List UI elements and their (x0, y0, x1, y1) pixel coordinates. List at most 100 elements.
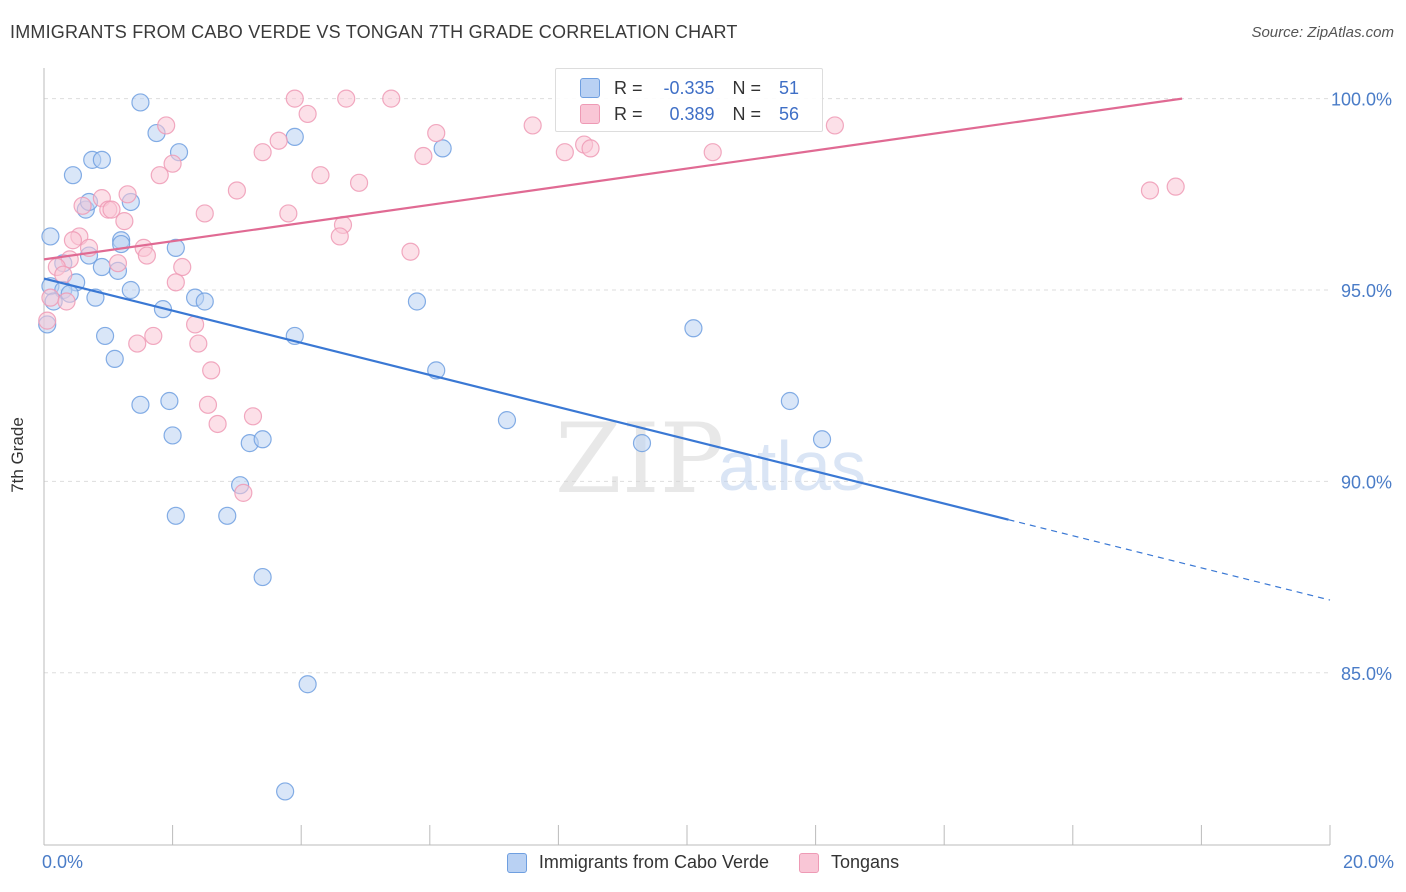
cabo-verde-legend-swatch (506, 852, 527, 873)
stats-row-tongans: R = 0.389 N = 56 (580, 102, 799, 126)
r-label: R = (614, 77, 643, 98)
legend-label-cabo-verde: Immigrants from Cabo Verde (538, 852, 770, 872)
cabo-verde-point (433, 139, 452, 158)
x-tick-label-max: 20.0% (1342, 852, 1394, 872)
tongan-point (173, 257, 192, 277)
tongan-point (41, 288, 60, 307)
tongan-point (166, 273, 185, 292)
cabo-verde-point (276, 782, 295, 801)
stats-row-cabo-verde: R = -0.335 N = 51 (580, 76, 799, 100)
cabo-verde-point (63, 166, 83, 185)
cabo-verde-point (121, 280, 140, 300)
cabo-verde-point (253, 430, 272, 449)
tongan-point (118, 185, 137, 204)
tongan-point (555, 143, 574, 162)
tongan-point (269, 131, 288, 150)
tongan-point (311, 166, 330, 185)
cabo-verde-point (632, 434, 652, 453)
r-value-cabo-verde: -0.335 (663, 77, 715, 98)
cabo-verde-trendline (43, 277, 1009, 521)
n-label: N = (732, 77, 762, 98)
cabo-verde-point (131, 395, 150, 414)
cabo-verde-point (780, 391, 799, 411)
y-tick-label: 95.0% (1341, 281, 1392, 301)
source-credit: Source: ZipAtlas.com (1251, 24, 1394, 41)
r-value-tongans: 0.389 (669, 103, 715, 124)
tongan-point (102, 200, 121, 219)
cabo-verde-point (95, 326, 115, 346)
n-value-cabo-verde: 51 (779, 77, 800, 98)
tongan-point (227, 181, 246, 200)
cabo-verde-point (298, 675, 317, 694)
chart-title: IMMIGRANTS FROM CABO VERDE VS TONGAN 7TH… (10, 22, 738, 42)
tongan-point (234, 483, 253, 502)
tongan-point (108, 254, 128, 273)
cabo-verde-point (131, 93, 150, 112)
tongan-point (285, 89, 304, 108)
y-tick-label: 85.0% (1341, 664, 1392, 684)
cabo-verde-point (218, 506, 237, 525)
cabo-verde-point (812, 430, 832, 449)
tongan-point (202, 361, 221, 380)
n-value-tongans: 56 (779, 103, 800, 124)
tongan-point (128, 334, 147, 353)
cabo-verde-point (195, 292, 214, 311)
stats-legend: R = -0.335 N = 51 R = 0.389 N = 56 (555, 68, 823, 132)
cabo-verde-point (285, 127, 304, 146)
cabo-verde-swatch (580, 78, 600, 98)
tongan-point (279, 204, 298, 223)
tongan-point (150, 166, 169, 185)
cabo-verde-point (92, 150, 111, 169)
tongan-point (349, 173, 369, 192)
n-label: N = (732, 103, 762, 124)
tongan-point (208, 414, 227, 434)
tongan-point (163, 154, 182, 173)
watermark-zip: ZIP (555, 403, 724, 515)
tongan-point (38, 311, 57, 330)
legend-label-tongans: Tongans (831, 852, 900, 872)
tongan-point (337, 89, 356, 108)
tongan-point (427, 123, 446, 143)
x-tick-label-min: 0.0% (42, 852, 84, 872)
tongan-trendline (43, 97, 1183, 261)
legend-item-cabo-verde[interactable]: Immigrants from Cabo Verde (506, 852, 770, 873)
cabo-verde-point (92, 257, 111, 277)
tongan-point (189, 334, 208, 353)
tongan-point (523, 116, 542, 135)
cabo-verde-point (166, 506, 185, 525)
tongan-point (157, 116, 176, 135)
tongan-point (825, 116, 844, 135)
cabo-verde-point (163, 426, 182, 445)
tongan-point (63, 231, 83, 250)
cabo-verde-point (497, 411, 517, 430)
tongan-point (330, 227, 349, 246)
tongan-point (414, 146, 433, 166)
tongan-point (198, 395, 218, 414)
tongan-point (73, 196, 92, 215)
y-tick-label: 100.0% (1331, 90, 1392, 110)
cabo-verde-point (41, 227, 60, 246)
tongan-point (382, 89, 401, 108)
tongan-point (115, 212, 134, 231)
tongan-point (1140, 181, 1160, 200)
y-axis-label: 7th Grade (8, 417, 27, 493)
series-legend: Immigrants from Cabo Verde Tongans (0, 852, 1406, 873)
cabo-verde-point (253, 567, 272, 587)
legend-item-tongans[interactable]: Tongans (799, 852, 899, 873)
tongan-point (253, 143, 272, 162)
tongans-swatch (580, 104, 600, 124)
tongan-point (298, 104, 317, 124)
tongan-point (57, 292, 76, 311)
tongan-point (1166, 177, 1185, 196)
cabo-verde-point (105, 349, 124, 368)
tongan-point (195, 204, 214, 223)
tongan-point (54, 265, 73, 284)
cabo-verde-trendline-extension (1008, 519, 1331, 601)
tongan-point (703, 143, 722, 162)
cabo-verde-point (160, 391, 179, 411)
cabo-verde-point (407, 292, 427, 311)
tongan-point (144, 326, 163, 346)
cabo-verde-point (166, 238, 185, 257)
tongan-point (243, 407, 263, 426)
